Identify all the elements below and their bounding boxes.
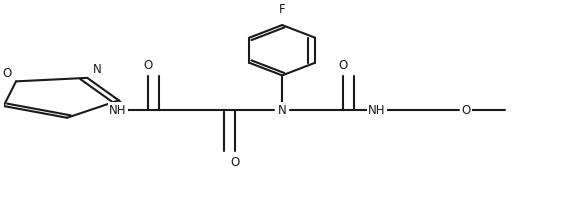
Text: N: N (93, 63, 102, 76)
Text: N: N (278, 104, 287, 117)
Text: O: O (461, 104, 470, 117)
Text: NH: NH (109, 104, 127, 117)
Text: N: N (278, 104, 287, 117)
Text: O: O (339, 59, 348, 71)
Text: NH: NH (368, 104, 385, 117)
Text: F: F (279, 3, 286, 16)
Text: O: O (2, 67, 12, 80)
Text: NH: NH (109, 104, 127, 117)
Text: O: O (461, 104, 470, 117)
Text: O: O (230, 156, 240, 169)
Text: NH: NH (368, 104, 385, 117)
Text: O: O (2, 67, 12, 80)
Text: N: N (93, 63, 102, 76)
Text: O: O (143, 59, 152, 71)
